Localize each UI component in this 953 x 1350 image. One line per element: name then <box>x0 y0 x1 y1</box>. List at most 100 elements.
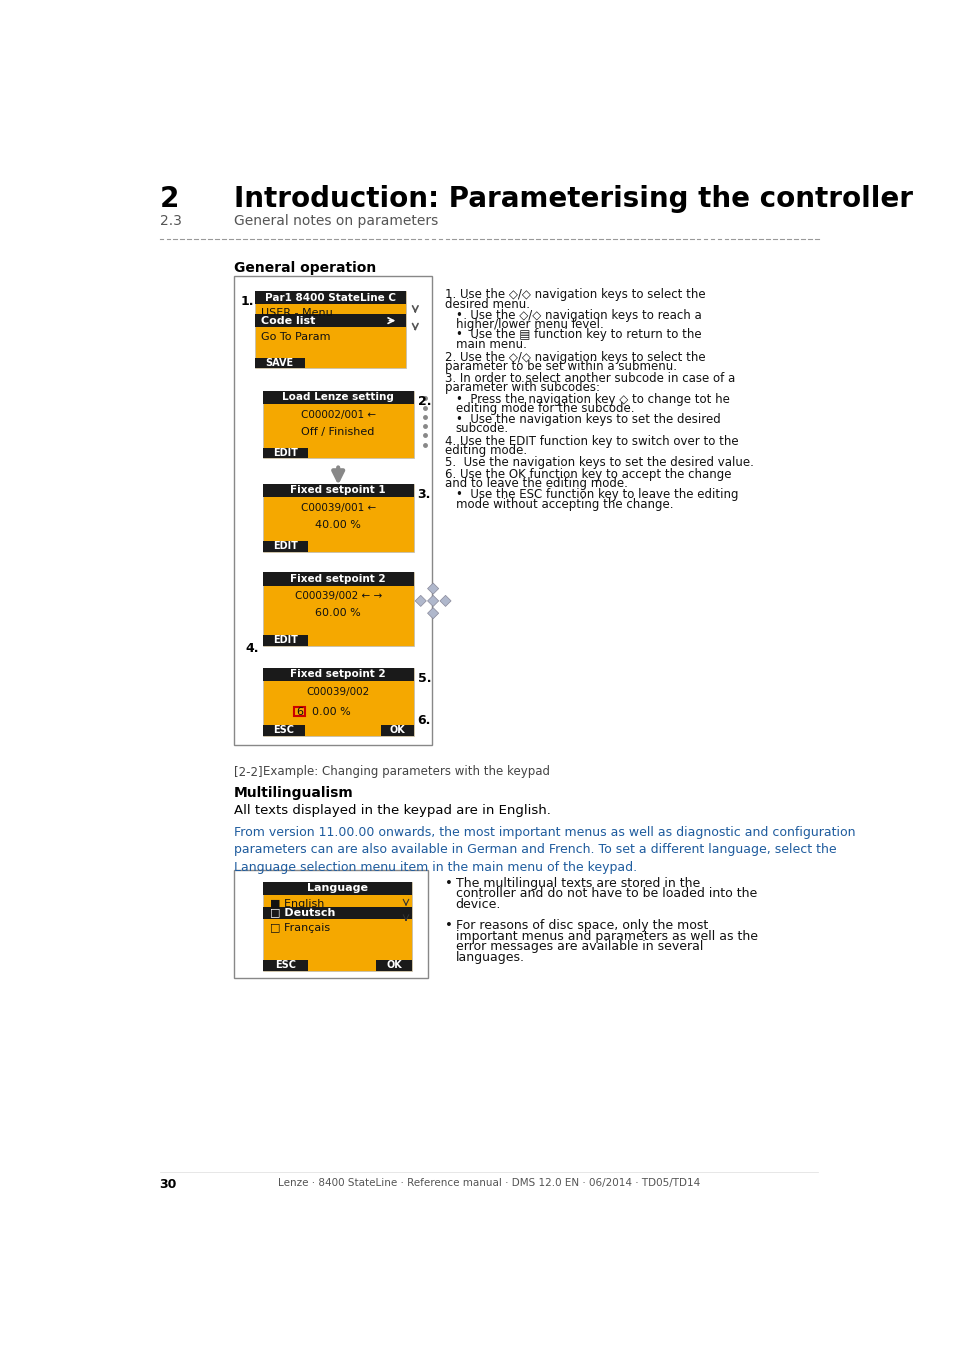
Text: 6: 6 <box>296 707 303 717</box>
Text: 30: 30 <box>159 1179 176 1192</box>
Text: EDIT: EDIT <box>273 448 297 458</box>
Text: 2.3: 2.3 <box>159 215 181 228</box>
Text: parameter to be set within a submenu.: parameter to be set within a submenu. <box>444 360 676 373</box>
Text: □ Français: □ Français <box>270 923 330 933</box>
Polygon shape <box>415 595 426 606</box>
Text: SAVE: SAVE <box>266 358 294 369</box>
FancyBboxPatch shape <box>263 907 412 919</box>
Text: Par1 8400 StateLine C: Par1 8400 StateLine C <box>265 293 395 302</box>
FancyBboxPatch shape <box>262 483 414 497</box>
FancyBboxPatch shape <box>262 668 414 736</box>
Text: error messages are available in several: error messages are available in several <box>456 941 702 953</box>
Text: General operation: General operation <box>233 261 375 274</box>
Text: 2: 2 <box>159 185 179 213</box>
Text: •  Use the ESC function key to leave the editing: • Use the ESC function key to leave the … <box>456 489 738 501</box>
FancyBboxPatch shape <box>254 358 304 369</box>
Text: editing mode for the subcode.: editing mode for the subcode. <box>456 402 634 416</box>
Text: •  Use the ◇/◇ navigation keys to reach a: • Use the ◇/◇ navigation keys to reach a <box>456 309 700 323</box>
Text: ESC: ESC <box>273 725 294 736</box>
Text: For reasons of disc space, only the most: For reasons of disc space, only the most <box>456 919 707 931</box>
Text: parameter with subcodes:: parameter with subcodes: <box>444 382 599 394</box>
Polygon shape <box>427 595 438 606</box>
FancyBboxPatch shape <box>262 448 308 459</box>
Text: 3.: 3. <box>417 487 431 501</box>
Text: All texts displayed in the keypad are in English.: All texts displayed in the keypad are in… <box>233 805 550 817</box>
FancyBboxPatch shape <box>376 960 412 971</box>
Text: mode without accepting the change.: mode without accepting the change. <box>456 498 673 510</box>
Text: Fixed setpoint 1: Fixed setpoint 1 <box>290 486 386 495</box>
Text: •  Press the navigation key ◇ to change tot he: • Press the navigation key ◇ to change t… <box>456 393 729 406</box>
Text: 6.: 6. <box>417 714 431 728</box>
Text: controller and do not have to be loaded into the: controller and do not have to be loaded … <box>456 887 756 900</box>
Text: From version 11.00.00 onwards, the most important menus as well as diagnostic an: From version 11.00.00 onwards, the most … <box>233 826 855 873</box>
Polygon shape <box>427 608 438 618</box>
Text: Off / Finished: Off / Finished <box>301 427 375 436</box>
Text: 5.  Use the navigation keys to set the desired value.: 5. Use the navigation keys to set the de… <box>444 456 753 470</box>
Text: C00039/001 ←: C00039/001 ← <box>300 502 375 513</box>
Text: 2.: 2. <box>417 394 431 408</box>
FancyBboxPatch shape <box>262 634 308 645</box>
Text: Fixed setpoint 2: Fixed setpoint 2 <box>290 574 386 585</box>
Text: ■ English: ■ English <box>270 899 324 909</box>
Text: Load Lenze setting: Load Lenze setting <box>282 393 394 402</box>
Text: •  Use the ▤ function key to return to the: • Use the ▤ function key to return to th… <box>456 328 700 342</box>
Text: 2. Use the ◇/◇ navigation keys to select the: 2. Use the ◇/◇ navigation keys to select… <box>444 351 704 363</box>
Text: EDIT: EDIT <box>273 541 297 551</box>
Text: 60.00 %: 60.00 % <box>315 609 360 618</box>
Text: •: • <box>444 919 452 931</box>
FancyBboxPatch shape <box>263 882 412 971</box>
Text: C00039/002 ← →: C00039/002 ← → <box>294 591 381 601</box>
Polygon shape <box>439 595 451 606</box>
FancyBboxPatch shape <box>233 871 427 979</box>
Text: 1.: 1. <box>241 296 254 308</box>
FancyBboxPatch shape <box>380 725 414 736</box>
FancyBboxPatch shape <box>262 668 414 680</box>
Text: Lenze · 8400 StateLine · Reference manual · DMS 12.0 EN · 06/2014 · TD05/TD14: Lenze · 8400 StateLine · Reference manua… <box>277 1179 700 1188</box>
Text: EDIT: EDIT <box>273 634 297 645</box>
Text: •  Use the navigation keys to set the desired: • Use the navigation keys to set the des… <box>456 413 720 427</box>
Text: The multilingual texts are stored in the: The multilingual texts are stored in the <box>456 876 700 890</box>
FancyBboxPatch shape <box>262 572 414 586</box>
Text: ESC: ESC <box>274 960 296 971</box>
Text: Example: Changing parameters with the keypad: Example: Changing parameters with the ke… <box>263 765 550 778</box>
Text: desired menu.: desired menu. <box>444 297 529 310</box>
Text: C00002/001 ←: C00002/001 ← <box>300 409 375 420</box>
Text: important menus and parameters as well as the: important menus and parameters as well a… <box>456 930 757 942</box>
Text: •: • <box>444 876 452 890</box>
Text: Language: Language <box>307 883 368 894</box>
Text: 4. Use the EDIT function key to switch over to the: 4. Use the EDIT function key to switch o… <box>444 435 738 448</box>
Text: Multilingualism: Multilingualism <box>233 786 354 799</box>
Text: OK: OK <box>389 725 405 736</box>
Text: 40.00 %: 40.00 % <box>314 520 361 529</box>
Text: Introduction: Parameterising the controller: Introduction: Parameterising the control… <box>233 185 912 213</box>
FancyBboxPatch shape <box>254 292 406 305</box>
Text: Fixed setpoint 2: Fixed setpoint 2 <box>290 670 386 679</box>
Text: OK: OK <box>386 960 402 971</box>
Polygon shape <box>427 583 438 594</box>
Text: 1. Use the ◇/◇ navigation keys to select the: 1. Use the ◇/◇ navigation keys to select… <box>444 288 704 301</box>
Text: languages.: languages. <box>456 952 524 964</box>
Text: Code list: Code list <box>261 316 315 325</box>
Text: 3. In order to select another subcode in case of a: 3. In order to select another subcode in… <box>444 373 734 385</box>
Text: subcode.: subcode. <box>456 423 508 435</box>
FancyBboxPatch shape <box>262 572 414 645</box>
FancyBboxPatch shape <box>262 541 308 552</box>
FancyBboxPatch shape <box>262 390 414 404</box>
Text: and to leave the editing mode.: and to leave the editing mode. <box>444 477 627 490</box>
FancyBboxPatch shape <box>262 390 414 459</box>
FancyBboxPatch shape <box>263 882 412 895</box>
Text: USER - Menu: USER - Menu <box>261 308 333 317</box>
Text: editing mode.: editing mode. <box>444 444 526 456</box>
Text: Go To Param: Go To Param <box>261 332 331 342</box>
Text: General notes on parameters: General notes on parameters <box>233 215 437 228</box>
Text: higher/lower menu level.: higher/lower menu level. <box>456 319 602 331</box>
FancyBboxPatch shape <box>262 725 305 736</box>
Text: [2-2]: [2-2] <box>233 765 262 778</box>
FancyBboxPatch shape <box>254 315 406 327</box>
Text: 0.00 %: 0.00 % <box>312 707 351 717</box>
Text: main menu.: main menu. <box>456 338 526 351</box>
FancyBboxPatch shape <box>262 483 414 552</box>
FancyBboxPatch shape <box>294 707 305 717</box>
Text: 5.: 5. <box>417 672 431 684</box>
Text: 6. Use the OK function key to accept the change: 6. Use the OK function key to accept the… <box>444 467 731 481</box>
